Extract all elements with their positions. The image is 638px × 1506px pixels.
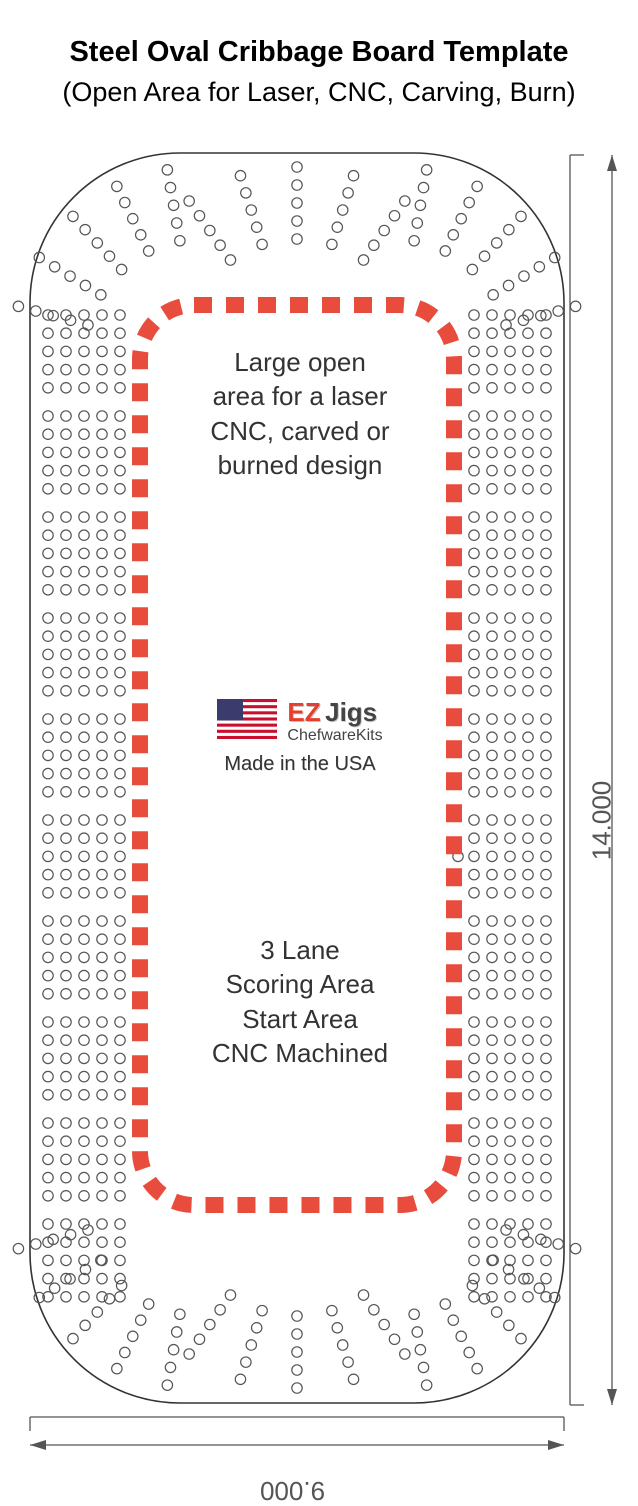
page: Steel Oval Cribbage Board Template (Open… xyxy=(0,0,638,1500)
dim-height-label: 14.000 xyxy=(587,781,618,861)
brand-jigs: Jigs xyxy=(325,697,377,727)
brand-ez: EZ xyxy=(287,697,320,727)
brand-row: EZ Jigs ChefwareKits xyxy=(160,699,440,745)
dim-width-label: 9.000 xyxy=(260,1475,325,1506)
brand-text: EZ Jigs ChefwareKits xyxy=(287,699,382,745)
page-subtitle: (Open Area for Laser, CNC, Carving, Burn… xyxy=(0,77,638,108)
diagram: Large openarea for a laserCNC, carved or… xyxy=(0,145,638,1500)
made-in-label: Made in the USA xyxy=(150,753,450,776)
page-title: Steel Oval Cribbage Board Template xyxy=(0,0,638,69)
lane-caption: 3 LaneScoring AreaStart AreaCNC Machined xyxy=(150,933,450,1070)
us-flag-icon xyxy=(217,699,277,739)
brand-subline: ChefwareKits xyxy=(287,728,382,745)
open-area-caption: Large openarea for a laserCNC, carved or… xyxy=(150,345,450,482)
